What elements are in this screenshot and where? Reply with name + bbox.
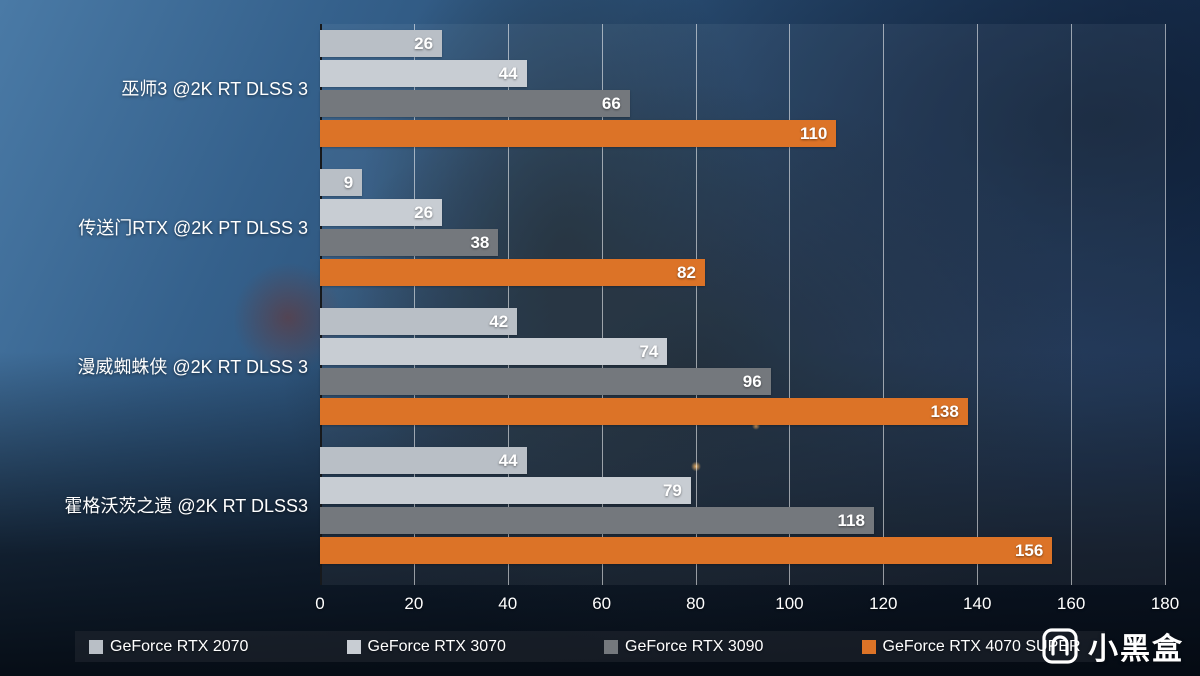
gridline [1165, 24, 1166, 585]
bar: 110 [320, 120, 837, 147]
gridline [789, 24, 791, 585]
bar-value-label: 38 [470, 232, 490, 252]
bar: 26 [320, 199, 443, 226]
plot-area: 26 44 66 110 9 26 38 82 42 74 96 138 44 79 118 156 [320, 24, 1166, 585]
category-label: 漫威蜘蛛侠 @2K RT DLSS 3 [77, 356, 308, 377]
x-tick-label: 140 [963, 594, 992, 613]
bar-value-label: 156 [1014, 540, 1044, 560]
x-tick-label: 100 [775, 594, 804, 613]
gridline [977, 24, 979, 585]
bar-value-label: 66 [601, 93, 621, 113]
gridline [601, 24, 603, 585]
category-label: 巫师3 @2K RT DLSS 3 [121, 78, 308, 99]
bar-value-label: 42 [489, 311, 509, 331]
bar-value-label: 96 [742, 371, 762, 391]
legend-label: GeForce RTX 3070 [367, 637, 506, 655]
watermark-text: 小黑盒 [1088, 633, 1184, 666]
x-tick-label: 20 [404, 594, 424, 613]
bar-value-label: 110 [799, 123, 828, 143]
legend-item: GeForce RTX 3070 [333, 638, 591, 656]
x-tick-label: 60 [592, 594, 612, 613]
bar: 74 [320, 338, 668, 365]
x-tick-label: 40 [498, 594, 518, 613]
legend-item: GeForce RTX 3090 [590, 638, 848, 656]
x-tick-label: 180 [1150, 594, 1180, 613]
bar: 118 [320, 507, 874, 534]
bar: 156 [320, 537, 1053, 564]
bar-value-label: 82 [677, 262, 696, 282]
legend-item: GeForce RTX 2070 [75, 638, 333, 656]
bar: 42 [320, 308, 518, 335]
bar: 79 [320, 477, 691, 504]
bar: 9 [320, 169, 363, 196]
x-tick-label: 80 [686, 594, 706, 613]
x-tick-label: 0 [315, 594, 325, 613]
legend-swatch [604, 639, 618, 654]
gridline [507, 24, 509, 585]
bar: 96 [320, 368, 771, 395]
bar: 66 [320, 90, 630, 117]
legend-label: GeForce RTX 4070 SUPER [882, 637, 1081, 655]
heybox-logo-icon [1042, 628, 1078, 664]
gridline [1071, 24, 1073, 585]
x-tick-label: 120 [869, 594, 898, 613]
category-label: 传送门RTX @2K PT DLSS 3 [78, 217, 308, 238]
bar-value-label: 79 [662, 480, 682, 500]
bar-value-label: 74 [639, 341, 659, 361]
bar-value-label: 26 [414, 202, 434, 222]
category-label: 霍格沃茨之遗 @2K RT DLSS3 [64, 495, 308, 516]
bar-value-label: 9 [343, 172, 354, 192]
legend-label: GeForce RTX 3090 [625, 637, 764, 655]
y-axis-line [320, 24, 322, 585]
legend-item: GeForce RTX 4070 SUPER [848, 638, 1106, 656]
bar-value-label: 26 [414, 33, 434, 53]
bar: 82 [320, 259, 705, 286]
bar-value-label: 118 [837, 510, 865, 530]
gridline [883, 24, 885, 585]
bar-value-label: 44 [498, 450, 518, 470]
watermark: 小黑盒 [1041, 624, 1184, 668]
bar: 44 [320, 447, 527, 474]
legend-swatch [89, 639, 103, 654]
bar: 138 [320, 398, 968, 425]
legend-label: GeForce RTX 2070 [110, 637, 249, 655]
gridline [695, 24, 697, 585]
x-tick-label: 160 [1056, 594, 1086, 613]
chart-legend: GeForce RTX 2070 GeForce RTX 3070 GeForce … [75, 631, 1105, 662]
legend-swatch [346, 639, 361, 654]
bar: 44 [320, 60, 527, 87]
gridline [413, 24, 415, 585]
bar: 38 [320, 229, 499, 256]
bar: 26 [320, 30, 443, 57]
bar-value-label: 138 [930, 401, 959, 421]
legend-swatch [861, 639, 876, 654]
bar-value-label: 44 [498, 63, 518, 83]
